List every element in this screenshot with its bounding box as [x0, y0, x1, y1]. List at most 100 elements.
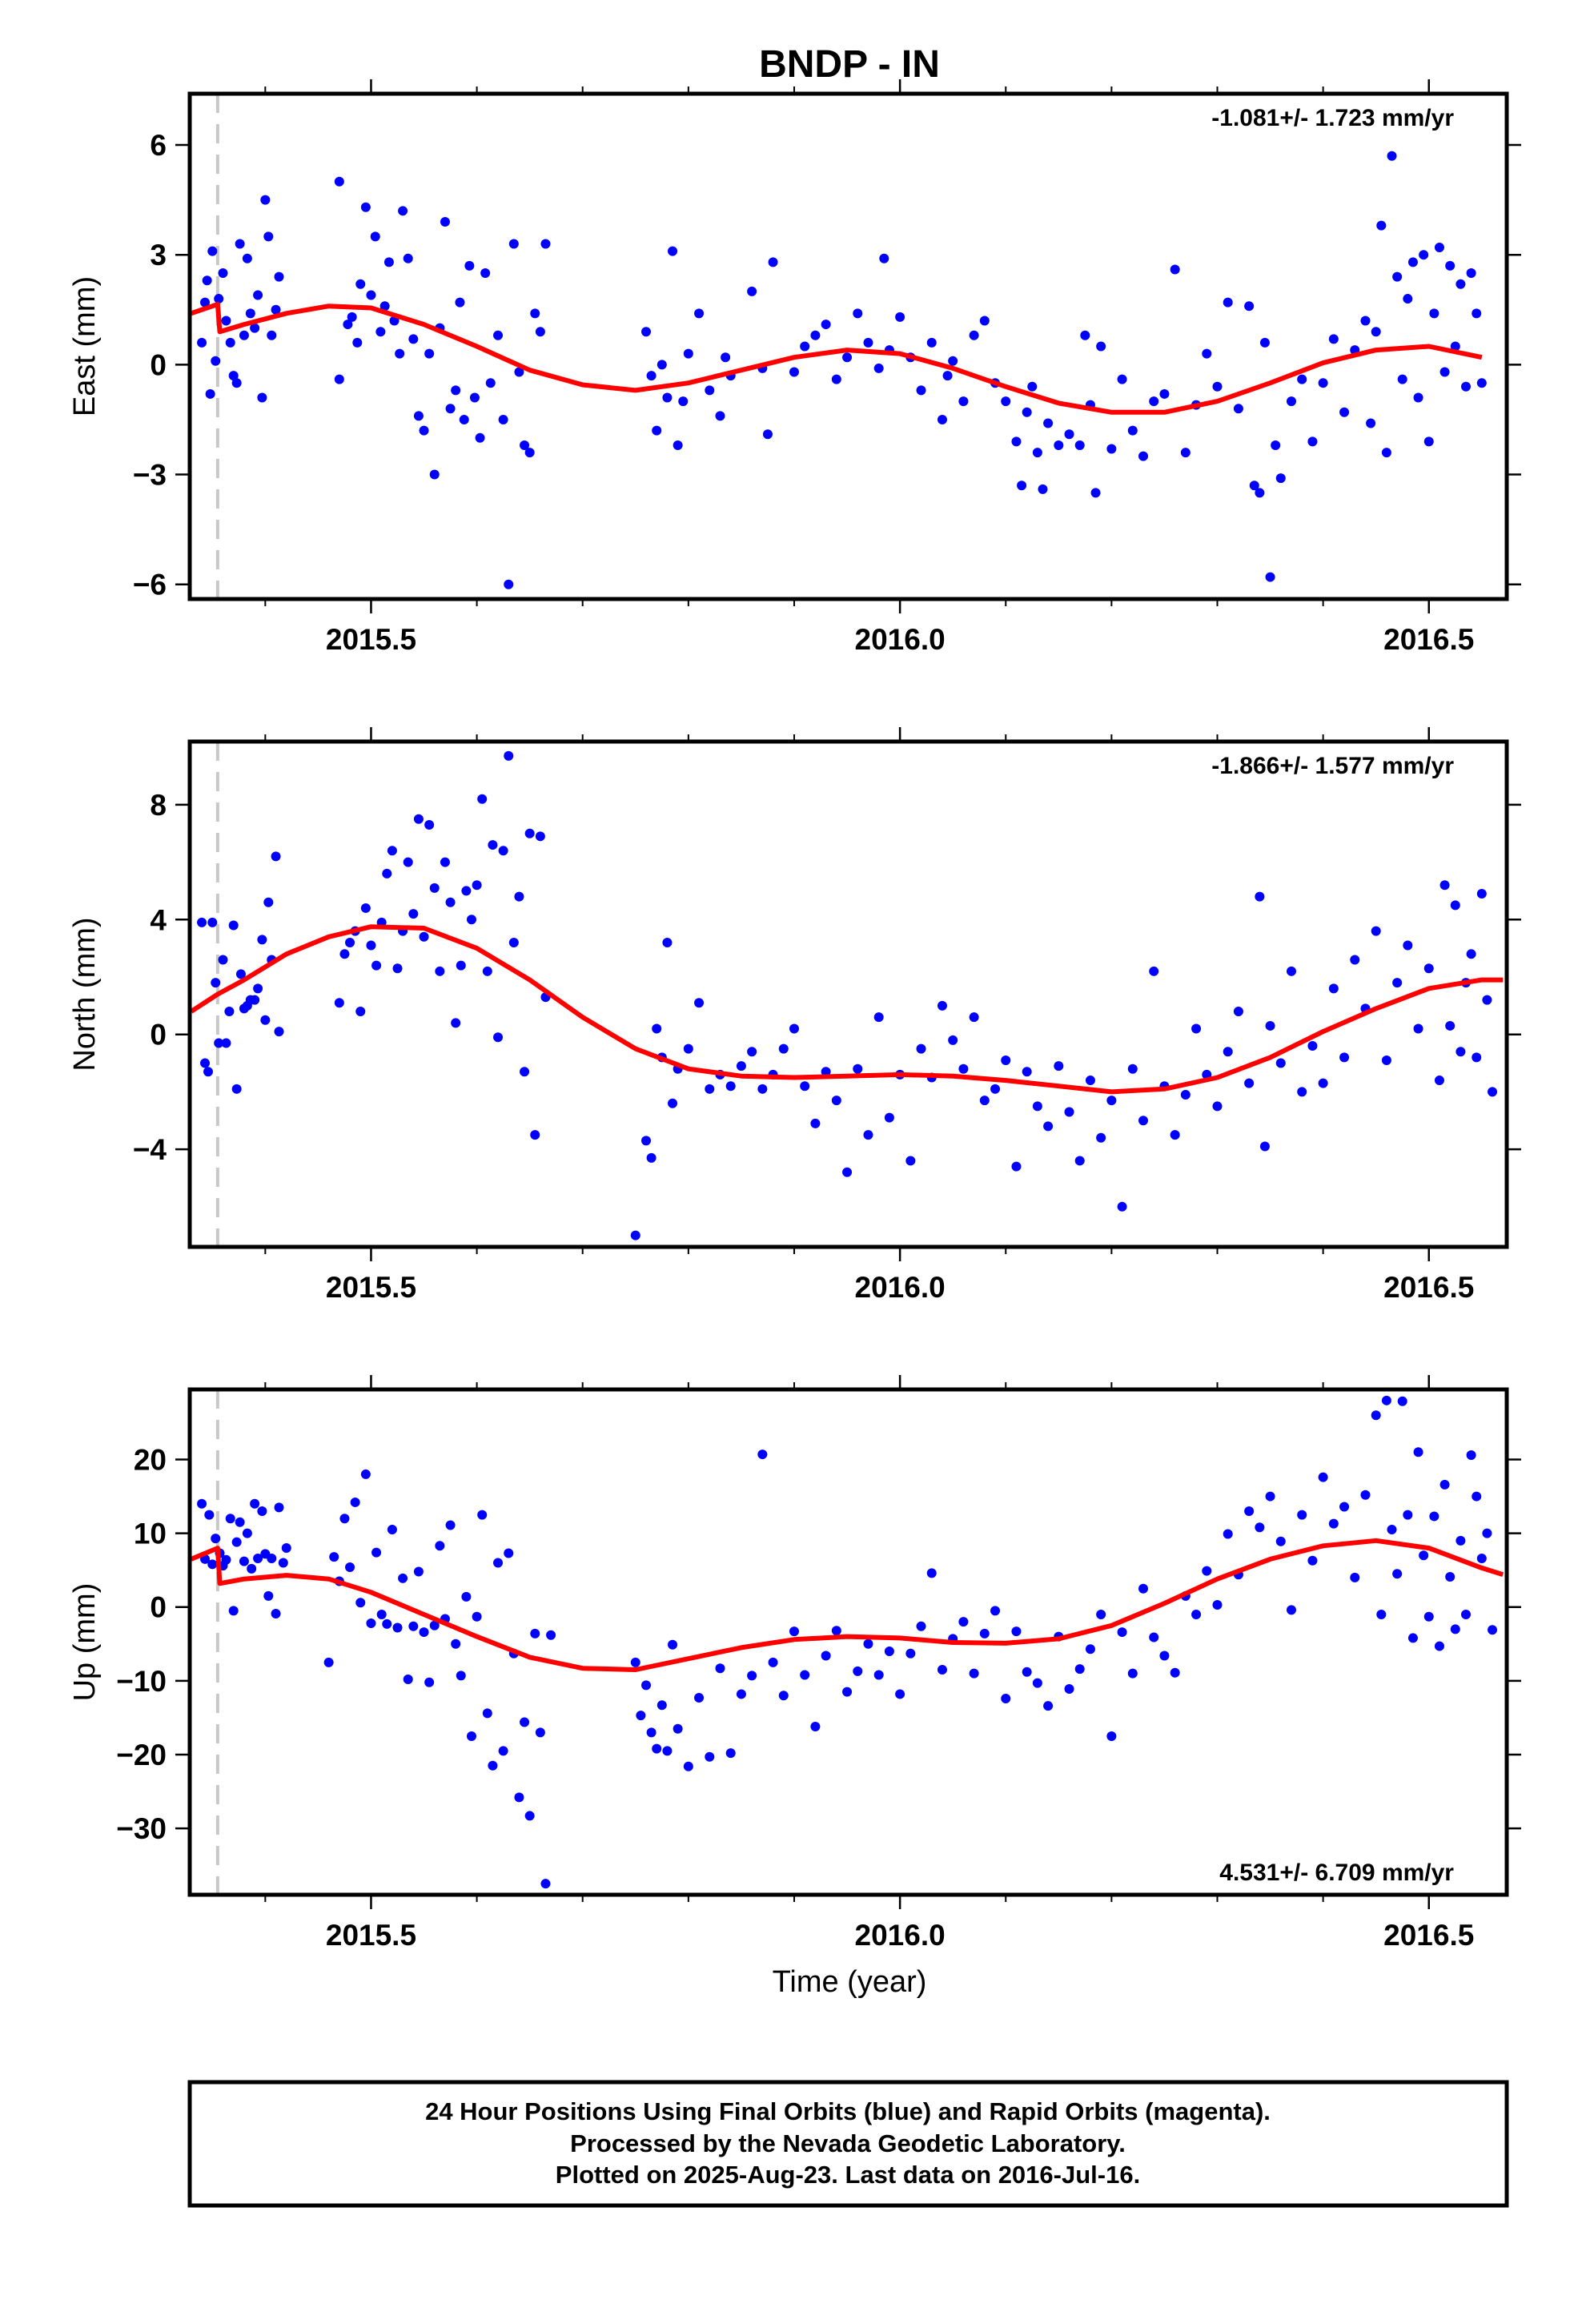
north-data-point — [641, 1136, 652, 1146]
north-data-point — [948, 1035, 958, 1045]
north-data-point — [1255, 891, 1265, 902]
up-y-tick-label: −30 — [116, 1812, 167, 1845]
east-data-point — [1043, 418, 1054, 428]
up-data-point — [1376, 1609, 1387, 1619]
east-data-point — [398, 206, 408, 216]
east-velocity-label: -1.081+/- 1.723 mm/yr — [1211, 105, 1454, 131]
east-data-point — [768, 257, 778, 267]
north-data-point — [197, 917, 207, 927]
north-x-tick-label: 2016.5 — [1383, 1271, 1474, 1304]
north-data-point — [1466, 949, 1476, 959]
east-data-point — [440, 217, 450, 227]
up-data-point — [477, 1510, 488, 1520]
north-data-point — [1413, 1023, 1423, 1034]
north-data-point — [1318, 1078, 1328, 1088]
east-data-point — [520, 440, 530, 450]
east-data-point — [514, 367, 524, 377]
north-data-point — [1085, 1076, 1095, 1086]
east-data-point — [540, 239, 551, 249]
east-data-point — [271, 304, 281, 315]
north-data-point — [1350, 955, 1360, 965]
up-x-tick-label: 2016.0 — [855, 1919, 946, 1952]
north-y-tick-label: −4 — [133, 1133, 167, 1166]
east-data-point — [1466, 268, 1476, 279]
east-data-point — [1460, 381, 1471, 392]
up-data-point — [979, 1628, 990, 1638]
up-data-point — [445, 1520, 456, 1530]
east-data-point — [1297, 374, 1307, 384]
east-data-point — [1038, 484, 1048, 494]
east-data-point — [1456, 279, 1466, 289]
up-data-point — [345, 1562, 355, 1573]
up-data-point — [1460, 1609, 1471, 1619]
east-data-point — [475, 432, 485, 443]
up-data-point — [257, 1506, 267, 1516]
east-data-point — [360, 202, 371, 212]
east-data-point — [831, 374, 841, 384]
up-data-point — [1339, 1502, 1350, 1512]
north-data-point — [1307, 1041, 1318, 1051]
north-data-point — [668, 1098, 678, 1108]
up-data-point — [1032, 1678, 1042, 1688]
up-data-point — [768, 1657, 778, 1667]
up-data-point — [488, 1760, 498, 1771]
east-data-point — [683, 348, 693, 359]
north-data-point — [419, 931, 429, 942]
north-data-point — [360, 903, 371, 913]
up-data-point — [1476, 1553, 1487, 1563]
up-data-point — [211, 1534, 221, 1544]
up-data-point — [895, 1689, 905, 1699]
up-data-point — [1488, 1625, 1498, 1635]
north-data-point — [339, 949, 350, 959]
north-data-point — [1265, 1020, 1275, 1031]
up-data-point — [540, 1879, 551, 1889]
up-data-point — [1419, 1550, 1429, 1561]
up-data-point — [1191, 1609, 1202, 1619]
north-data-point — [334, 998, 344, 1008]
north-data-point — [451, 1018, 461, 1028]
east-y-tick-label: 0 — [150, 348, 167, 381]
up-data-point — [524, 1811, 535, 1821]
east-data-point — [530, 308, 540, 319]
up-x-tick-label: 2015.5 — [326, 1919, 416, 1952]
north-data-point — [662, 937, 673, 947]
north-y-tick-label: 4 — [150, 903, 167, 936]
footer-box: 24 Hour Positions Using Final Orbits (bl… — [187, 2080, 1509, 2208]
up-data-point — [1328, 1518, 1339, 1529]
east-y-tick-label: −6 — [133, 569, 167, 601]
north-data-point — [736, 1061, 746, 1072]
north-data-point — [387, 846, 397, 856]
north-data-point — [371, 960, 382, 971]
north-data-point — [482, 966, 492, 976]
east-data-point — [1423, 436, 1434, 447]
north-data-point — [884, 1112, 894, 1123]
east-y-tick-label: 3 — [150, 239, 167, 271]
up-data-point — [504, 1548, 514, 1558]
east-data-point — [1419, 250, 1429, 260]
north-panel: 2015.5 2016.0 2016.5 −4 0 4 8 North (mm) -1.866+… — [68, 727, 1521, 1304]
east-data-point — [668, 246, 678, 256]
up-data-point — [646, 1727, 656, 1738]
east-data-point — [1407, 257, 1418, 267]
north-data-point — [1054, 1061, 1064, 1072]
north-data-point — [477, 794, 488, 804]
east-data-point — [1259, 337, 1270, 348]
up-data-point — [789, 1626, 799, 1637]
up-data-point — [398, 1573, 408, 1583]
north-data-point — [274, 1027, 284, 1037]
up-data-point — [1117, 1627, 1127, 1638]
north-data-point — [228, 920, 239, 931]
east-data-point — [231, 378, 242, 388]
up-data-point — [662, 1746, 673, 1756]
north-y-tick-label: 0 — [150, 1019, 167, 1051]
up-data-point — [736, 1689, 746, 1699]
east-data-point — [1017, 480, 1027, 491]
north-data-point — [1117, 1201, 1127, 1212]
up-data-point — [493, 1558, 504, 1568]
north-data-point — [524, 828, 535, 838]
up-data-point — [1064, 1683, 1074, 1694]
north-data-point — [1259, 1141, 1270, 1152]
up-data-point — [371, 1547, 382, 1558]
north-data-point — [1392, 978, 1403, 988]
east-data-point — [705, 385, 715, 396]
